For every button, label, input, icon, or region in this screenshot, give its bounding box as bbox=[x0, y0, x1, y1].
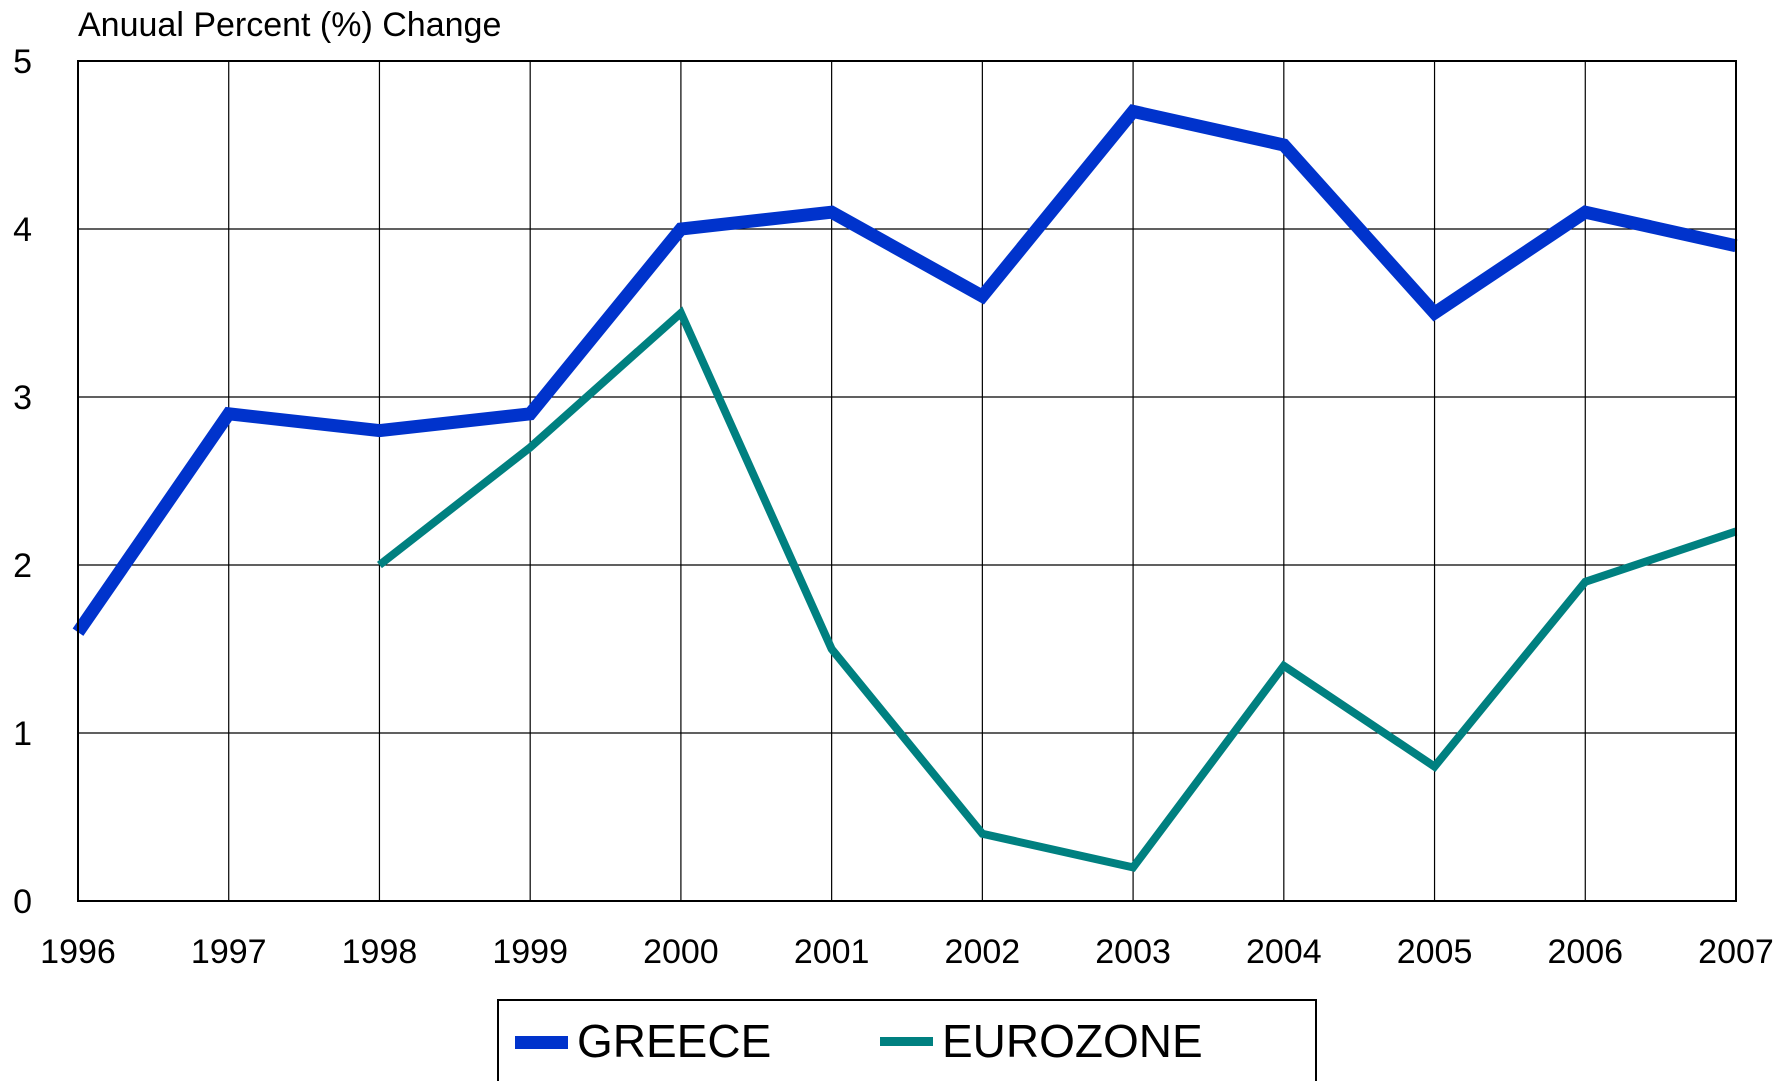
series-lines bbox=[72, 104, 1738, 872]
x-tick-label: 1999 bbox=[492, 933, 568, 971]
y-tick-label: 2 bbox=[13, 547, 32, 585]
y-tick-label: 4 bbox=[13, 211, 32, 249]
plot-area-frame bbox=[77, 60, 1737, 902]
y-tick-label: 5 bbox=[13, 43, 32, 81]
y-tick-label: 1 bbox=[13, 715, 32, 753]
x-tick-label: 2000 bbox=[643, 933, 719, 971]
legend-label-eurozone: EUROZONE bbox=[942, 1015, 1203, 1067]
legend-swatch-greece bbox=[515, 1036, 568, 1049]
x-tick-label: 2007 bbox=[1698, 933, 1773, 971]
x-tick-label: 1998 bbox=[342, 933, 418, 971]
series-line-greece bbox=[72, 104, 1738, 636]
x-tick-label: 1996 bbox=[40, 933, 116, 971]
x-axis-ticks: 1996 1997 1998 1999 2000 2001 2002 2003 2004 2005… bbox=[40, 933, 1773, 971]
x-tick-label: 1997 bbox=[191, 933, 267, 971]
y-axis-label: Anuual Percent (%) Change bbox=[78, 6, 501, 44]
x-tick-label: 2005 bbox=[1397, 933, 1473, 971]
x-tick-label: 2004 bbox=[1246, 933, 1322, 971]
y-tick-label: 0 bbox=[13, 883, 32, 921]
x-tick-label: 2002 bbox=[945, 933, 1021, 971]
x-tick-label: 2003 bbox=[1095, 933, 1171, 971]
legend: GREECE EUROZONE bbox=[497, 999, 1317, 1081]
y-axis-ticks: 0 1 2 3 4 5 bbox=[13, 43, 32, 921]
y-tick-label: 3 bbox=[13, 379, 32, 417]
x-tick-label: 2006 bbox=[1547, 933, 1623, 971]
x-tick-label: 2001 bbox=[794, 933, 870, 971]
legend-swatch-eurozone bbox=[880, 1037, 933, 1046]
series-line-eurozone bbox=[376, 306, 1738, 872]
legend-label-greece: GREECE bbox=[577, 1015, 771, 1067]
grid-lines bbox=[77, 60, 1737, 902]
